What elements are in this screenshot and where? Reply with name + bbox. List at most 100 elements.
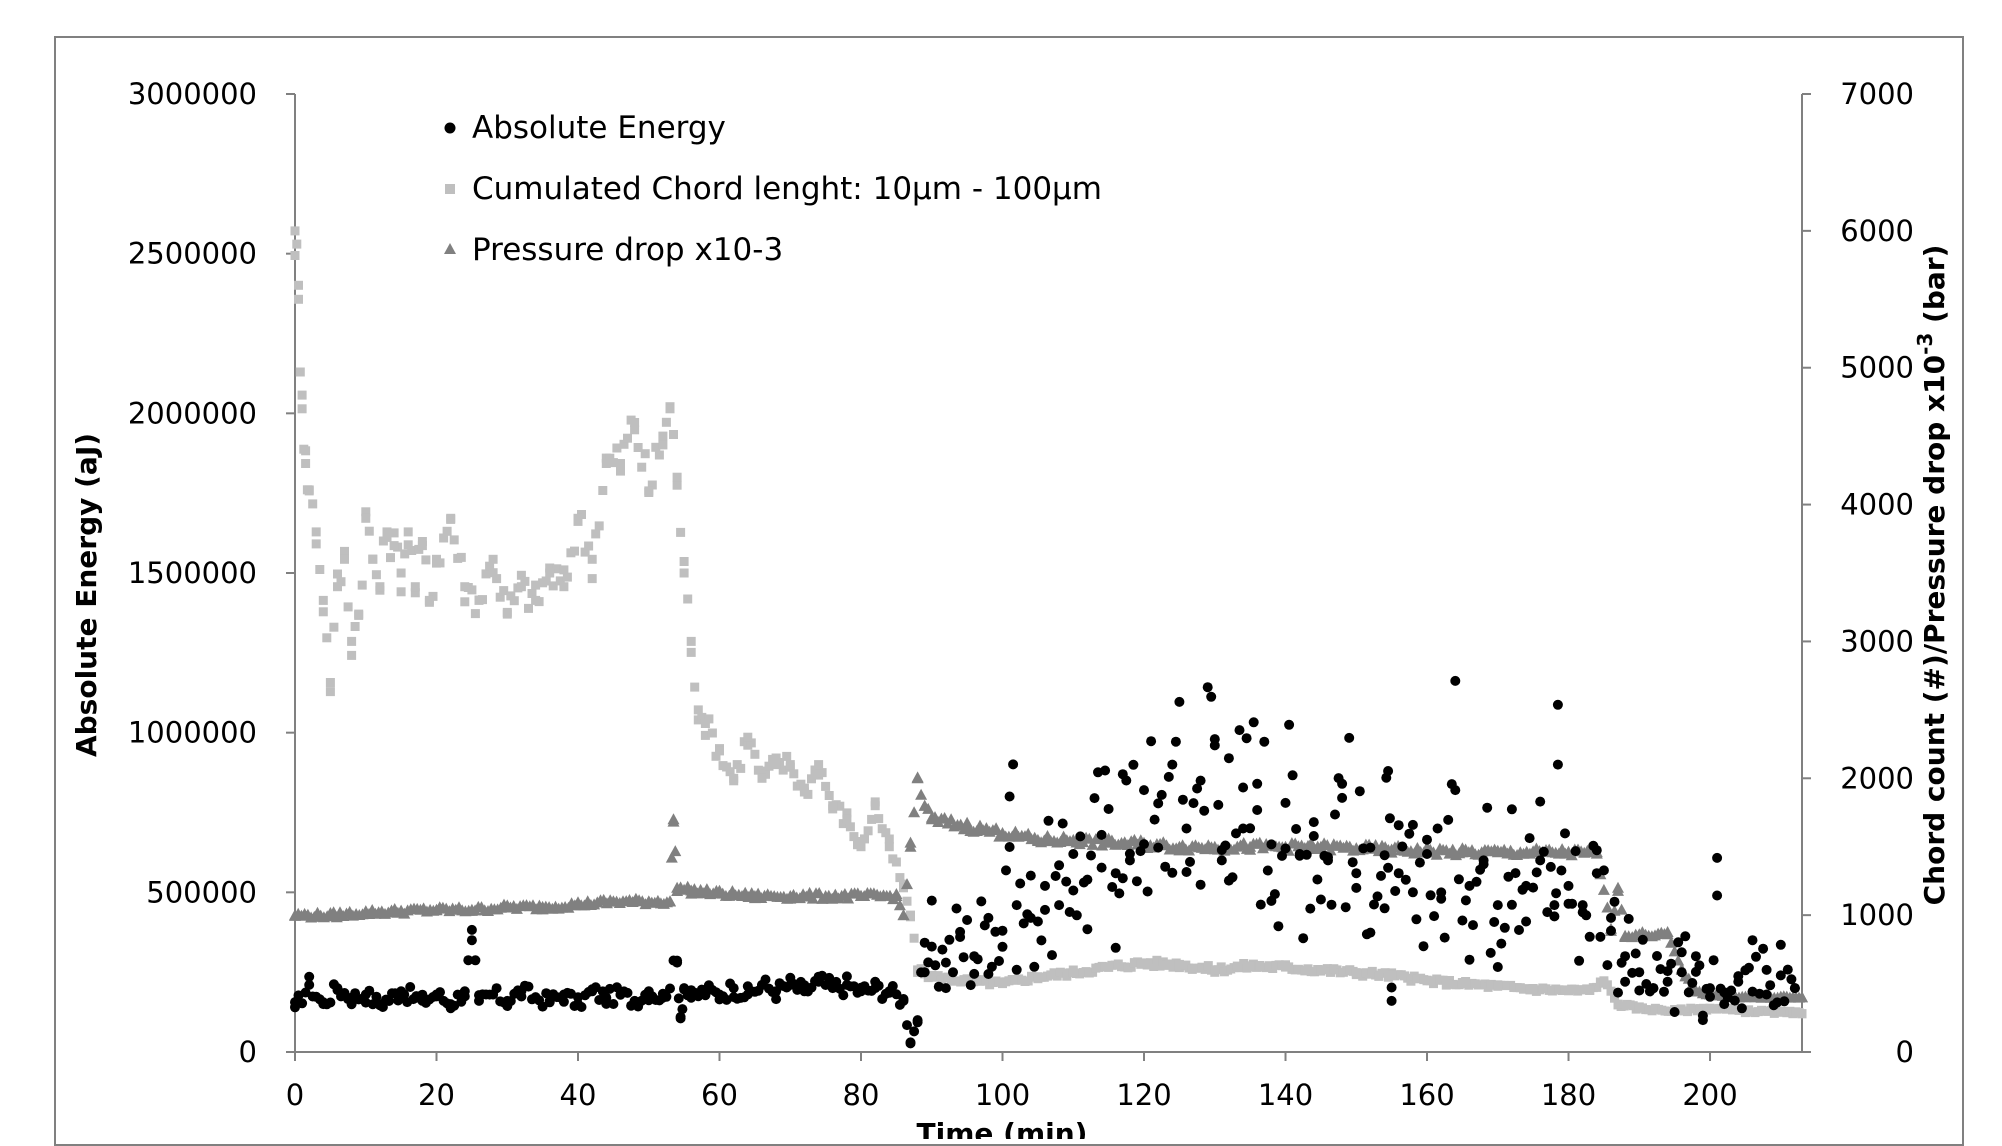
data-point: [1152, 955, 1162, 965]
data-point: [1584, 931, 1595, 942]
data-point: [396, 986, 407, 997]
data-point: [421, 555, 431, 565]
x-tick-label: 80: [843, 1078, 880, 1112]
x-tick-label: 180: [1541, 1078, 1596, 1112]
data-point: [375, 582, 385, 592]
data-point: [506, 591, 516, 601]
data-point: [714, 989, 725, 1000]
data-point: [1337, 792, 1348, 803]
data-point: [495, 592, 505, 602]
data-point: [1025, 912, 1036, 923]
data-point: [1316, 965, 1326, 975]
data-point: [1344, 732, 1355, 743]
data-point: [1585, 985, 1595, 995]
data-point: [616, 466, 625, 476]
data-point: [1460, 895, 1471, 906]
data-point: [474, 995, 484, 1006]
data-point: [558, 989, 569, 1000]
data-point: [1407, 819, 1418, 830]
data-point: [722, 762, 732, 772]
data-point: [488, 989, 499, 1000]
data-point: [965, 980, 976, 991]
data-point: [1054, 860, 1065, 871]
data-point: [1308, 831, 1319, 841]
data-point: [290, 251, 300, 260]
data-point: [343, 602, 353, 612]
data-point: [297, 404, 307, 414]
data-point: [979, 920, 990, 931]
data-point: [700, 986, 711, 997]
data-point: [672, 957, 683, 968]
data-point: [807, 774, 816, 784]
data-point: [460, 582, 470, 592]
data-point: [1195, 879, 1206, 890]
legend-marker-triangle-icon: [444, 243, 456, 254]
data-point: [1199, 805, 1210, 816]
data-point: [332, 983, 343, 994]
data-point: [304, 979, 315, 990]
data-point: [1620, 976, 1631, 987]
data-point: [572, 898, 584, 910]
data-point: [693, 705, 703, 715]
data-point: [669, 845, 682, 857]
data-point: [1493, 981, 1503, 991]
data-point: [424, 595, 434, 605]
data-point: [1535, 855, 1546, 866]
data-point: [629, 995, 640, 1006]
data-point: [1599, 976, 1609, 986]
data-point: [1354, 786, 1365, 797]
data-point: [1043, 815, 1054, 826]
data-point: [403, 527, 413, 537]
data-point: [1323, 855, 1333, 866]
data-point: [895, 873, 905, 883]
data-point: [905, 1037, 916, 1048]
data-point: [838, 990, 849, 1001]
right-y-axis: 0 1000 2000 3000 4000 5000 6000 7000: [1801, 77, 1914, 1069]
data-point: [1379, 903, 1390, 914]
data-point: [1298, 933, 1309, 944]
left-y-tick-label: 500000: [146, 875, 257, 909]
data-point: [1601, 901, 1614, 913]
data-point: [1280, 797, 1291, 808]
data-point: [1337, 778, 1348, 789]
data-point: [898, 995, 909, 1006]
data-point: [1177, 794, 1188, 805]
data-point: [294, 294, 303, 304]
data-point: [304, 971, 315, 982]
data-point: [904, 840, 917, 852]
data-point: [439, 533, 449, 543]
data-point: [675, 1011, 686, 1022]
data-point: [524, 603, 533, 613]
data-point: [318, 999, 329, 1010]
data-point: [1430, 848, 1443, 860]
data-point: [559, 565, 569, 575]
data-point: [748, 890, 761, 901]
data-point: [559, 582, 569, 592]
right-y-tick-label: 0: [1896, 1035, 1914, 1069]
data-point: [297, 390, 307, 400]
data-point: [1797, 1009, 1807, 1019]
data-point: [677, 1004, 688, 1015]
data-point: [488, 568, 498, 578]
data-point: [671, 881, 684, 893]
data-point: [881, 828, 891, 838]
data-point: [1018, 918, 1029, 929]
data-point: [926, 941, 937, 952]
data-point: [1181, 867, 1192, 877]
data-point: [827, 983, 838, 994]
data-point: [665, 851, 678, 863]
series-0: [290, 675, 1800, 1049]
data-point: [1314, 840, 1327, 852]
data-point: [642, 895, 655, 907]
data-point: [926, 895, 937, 906]
left-y-tick-label: 0: [239, 1035, 257, 1069]
data-point: [1390, 886, 1401, 896]
data-point: [1591, 868, 1602, 879]
data-point: [1153, 842, 1164, 853]
data-point: [1192, 783, 1203, 794]
data-point: [679, 568, 689, 578]
data-point: [315, 565, 325, 574]
data-point: [1669, 1007, 1680, 1017]
data-point: [311, 527, 321, 537]
data-point: [1443, 814, 1454, 825]
